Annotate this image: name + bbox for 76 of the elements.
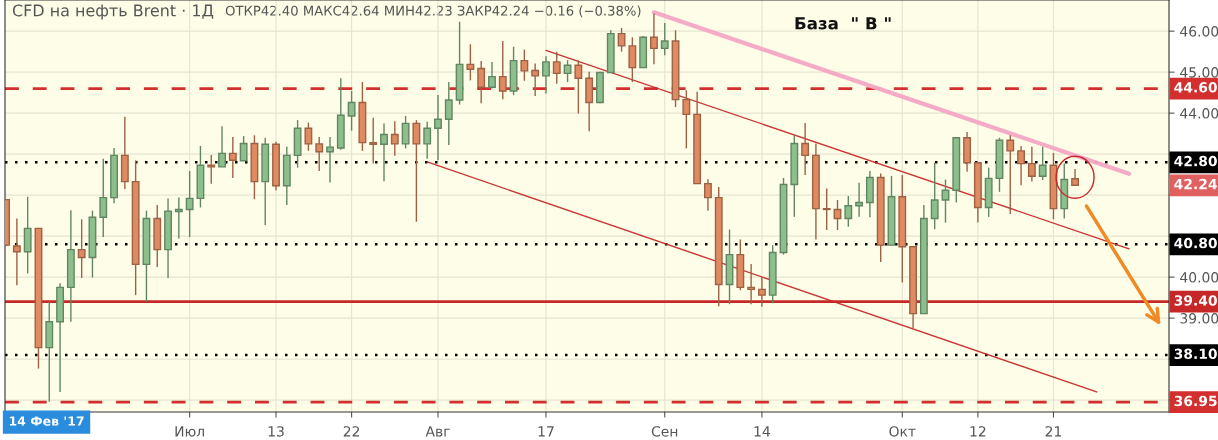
candlestick [704, 178, 712, 212]
candlestick [315, 136, 324, 172]
candlestick [228, 136, 237, 179]
candlestick [542, 55, 550, 95]
candlestick [682, 89, 691, 150]
text: 14 Фев '17 [9, 416, 84, 426]
candlestick [801, 122, 810, 176]
candlestick [822, 187, 831, 231]
text: 42.24 [1174, 178, 1217, 190]
candlestick [628, 36, 637, 83]
x-tick-label: 12 [970, 426, 986, 437]
candlestick [347, 90, 356, 132]
ref-line-label: 38.10 [1174, 348, 1217, 360]
candlestick [304, 121, 313, 152]
x-tick-label: Сен [651, 426, 678, 437]
candlestick [412, 119, 421, 223]
x-tick-label: 17 [538, 426, 554, 437]
candlestick [563, 59, 572, 83]
candlestick [369, 116, 378, 165]
x-tick-label: Июл [175, 426, 204, 437]
candlestick [941, 178, 950, 224]
candlestick [477, 60, 486, 105]
candlestick [757, 276, 766, 308]
y-tick-label: 40.00 [1180, 272, 1218, 283]
x-tick-label: 13 [268, 426, 284, 437]
chart-subtitle: ОТКР42.40 МАКС42.64 МИН42.23 ЗАКР42.24 −0.16 (−0.38%) [225, 5, 641, 18]
candlestick [174, 196, 183, 240]
candlestick [12, 217, 21, 287]
candlestick [747, 263, 756, 305]
candlestick [434, 94, 442, 161]
candlestick [218, 125, 226, 168]
x-tick-label: 22 [343, 426, 360, 437]
candlestick [855, 182, 864, 218]
candlestick [380, 122, 388, 182]
candlestick [185, 170, 194, 238]
candlestick [520, 48, 529, 82]
candlestick [326, 136, 334, 184]
x-tick-label: Окт [889, 426, 916, 437]
candlestick [1017, 145, 1026, 186]
annotation: База " В " [795, 17, 891, 30]
y-tick-label: 39.00 [1180, 313, 1218, 324]
ref-line-label: 42.80 [1174, 155, 1217, 167]
y-tick-label: 46.00 [1180, 26, 1218, 37]
candlestick [99, 157, 108, 238]
candlestick [1027, 146, 1036, 183]
candlestick [574, 59, 583, 115]
candlestick [1006, 134, 1015, 215]
candlestick [423, 121, 432, 160]
candlestick [1038, 146, 1047, 181]
candlestick [531, 62, 540, 97]
y-tick-label: 45.00 [1180, 67, 1218, 78]
candlestick [466, 43, 475, 82]
candlestick [498, 40, 507, 100]
x-tick-label: Авг [425, 426, 450, 437]
candlestick [660, 22, 669, 57]
candlestick [617, 27, 626, 53]
x-tick-label: 14 [754, 426, 770, 437]
ref-line-label: 44.60 [1174, 82, 1217, 93]
candlestick [488, 61, 496, 90]
candlestick [844, 195, 853, 228]
candlestick [207, 154, 216, 185]
candlestick [390, 120, 399, 157]
candlestick [650, 12, 658, 66]
candlestick [930, 162, 939, 230]
candlestick [401, 115, 410, 150]
candlestick [23, 196, 32, 275]
x-tick-label: 21 [1045, 426, 1062, 437]
ref-line-label: 36.95 [1174, 395, 1217, 407]
y-tick-label: 44.00 [1180, 108, 1218, 119]
candlestick [552, 50, 561, 85]
candlestick [239, 135, 248, 162]
ref-line-label: 39.40 [1174, 295, 1217, 306]
candlestick [77, 218, 86, 279]
chart-title: CFD на нефть Brent · 1Д [12, 4, 214, 20]
ref-line-label: 40.80 [1174, 237, 1217, 249]
candlestick [444, 81, 453, 146]
